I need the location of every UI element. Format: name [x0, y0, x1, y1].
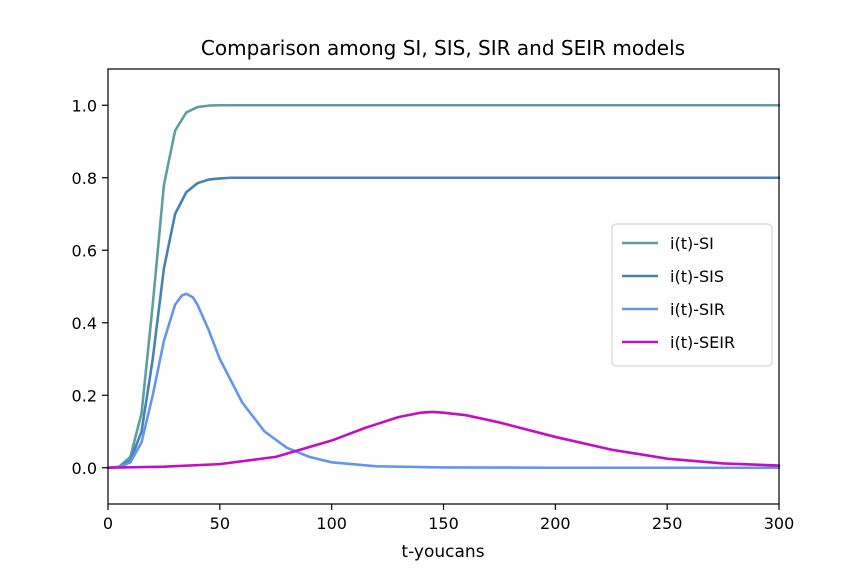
- series-line-3: [106, 410, 781, 470]
- legend-label: i(t)-SEIR: [670, 333, 735, 352]
- y-tick-label: 0.2: [72, 386, 97, 405]
- x-tick-label: 50: [210, 514, 230, 533]
- x-tick-label: 100: [316, 514, 347, 533]
- x-tick-label: 0: [103, 514, 113, 533]
- series-layer: [106, 103, 781, 470]
- y-tick-label: 0.4: [72, 314, 97, 333]
- y-tick-label: 0.8: [72, 169, 97, 188]
- x-tick-label: 250: [652, 514, 683, 533]
- legend-label: i(t)-SIS: [670, 267, 724, 286]
- legend-label: i(t)-SIR: [670, 300, 725, 319]
- y-tick-label: 1.0: [72, 96, 97, 115]
- series-line-0: [106, 103, 781, 470]
- y-axis: 0.0 0.2 0.4 0.6 0.8 1.0: [72, 96, 108, 478]
- chart-title: Comparison among SI, SIS, SIR and SEIR m…: [201, 36, 685, 60]
- legend-box: [611, 223, 773, 367]
- legend: i(t)-SI i(t)-SIS i(t)-SIR i(t)-SEIR: [611, 223, 773, 367]
- legend-label: i(t)-SI: [670, 234, 714, 253]
- x-tick-label: 300: [764, 514, 795, 533]
- series-line-1: [106, 176, 781, 470]
- y-tick-label: 0.0: [72, 459, 97, 478]
- y-tick-label: 0.6: [72, 241, 97, 260]
- series-line-2: [106, 292, 781, 470]
- x-tick-label: 200: [540, 514, 571, 533]
- x-axis-label: t-youcans: [401, 542, 484, 562]
- x-axis: 0 50 100 150 200 250 300: [103, 504, 794, 533]
- x-tick-label: 150: [428, 514, 459, 533]
